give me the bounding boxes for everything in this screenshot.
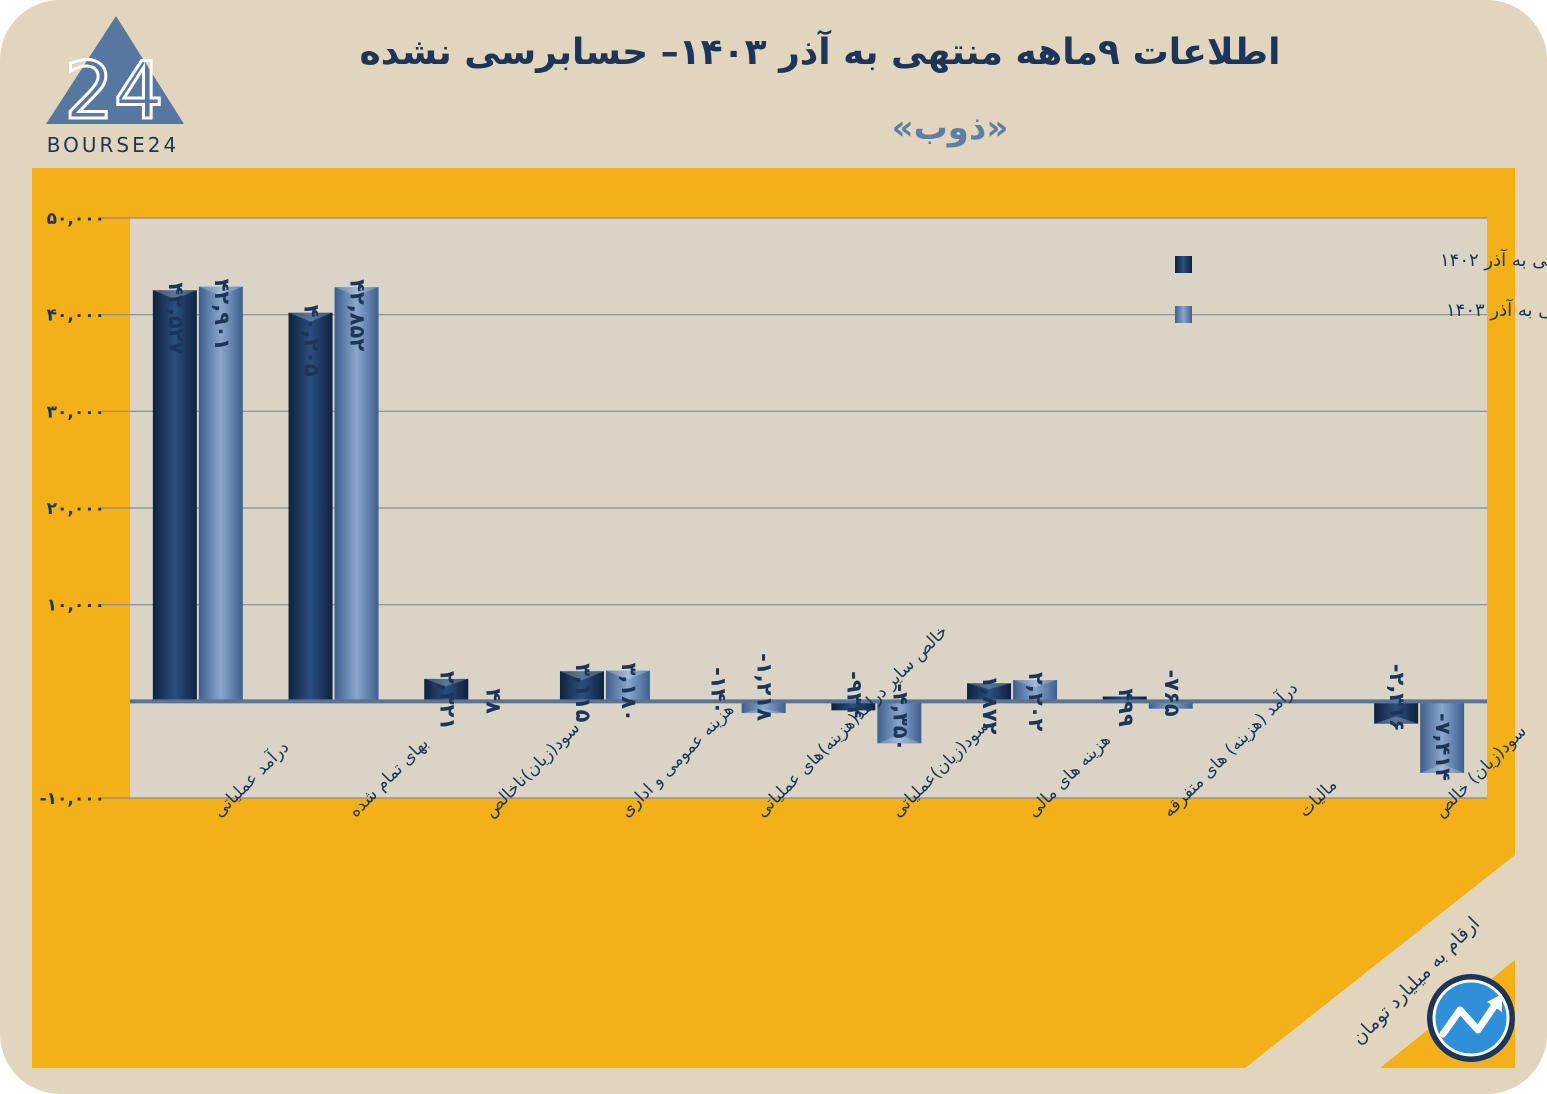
chart-subtitle: «ذوب» — [891, 108, 1009, 148]
corner-band — [1245, 855, 1515, 1068]
bar-bevel-1402 — [1374, 716, 1419, 724]
bar-1402 — [967, 683, 1012, 702]
value-label-1403: ۴۲,۸۵۲ — [346, 279, 370, 351]
bar-1403 — [198, 286, 243, 702]
y-tick-label: ۳۰,۰۰۰ — [47, 402, 105, 422]
legend-label-1402: عملکرد منتهی به آذر ۱۴۰۲ — [1440, 248, 1547, 271]
legend-label-1403: عملکرد منتهی به آذر ۱۴۰۳ — [1446, 298, 1547, 321]
bar-1402 — [1102, 696, 1147, 702]
bar-1403 — [1420, 701, 1465, 774]
bar-1402 — [152, 290, 197, 702]
bar-bevel-1402 — [967, 683, 1012, 690]
bourse24-logo: 24 BOURSE24 — [46, 16, 184, 157]
value-label-1403: -۷,۴۱۴ — [1431, 713, 1455, 781]
value-label-1403: -۷۶۵ — [1160, 670, 1184, 717]
bar-bevel-1403 — [334, 287, 379, 297]
value-label-1403: ۴۲,۹۰۱ — [210, 279, 234, 351]
logo-mark: 24 — [64, 47, 163, 137]
value-label-1402: ۳,۱۱۵ — [571, 663, 595, 722]
legend: عملکرد منتهی به آذر ۱۴۰۲ عملکرد منتهی به… — [1175, 248, 1547, 323]
y-tick-label: ۲۰,۰۰۰ — [47, 499, 105, 519]
value-label-1402: ۴۹۹ — [1114, 688, 1138, 727]
bar-1402 — [288, 312, 333, 702]
bar-bevel-1403 — [877, 734, 922, 744]
bar-1403 — [1148, 701, 1193, 709]
value-label-1402: ۴۲,۵۲۷ — [164, 282, 188, 354]
bar-1403 — [605, 670, 650, 702]
value-labels: ۴۲,۵۲۷ ۴۲,۹۰۱ ۴۰,۲۰۵ ۴۲,۸۵۲ ۲,۳۲۱ ۴۸ ۳,۱۱۵ ۳,۱۸… — [164, 279, 1455, 782]
value-label-1402: -۲,۳۱۶ — [1385, 664, 1409, 732]
legend-swatch-1402 — [1175, 256, 1192, 273]
logo-text: BOURSE24 — [47, 133, 179, 157]
logo-triangle-icon — [46, 16, 184, 124]
bar-1403 — [1013, 680, 1058, 702]
bars — [152, 286, 1465, 774]
bar-1403 — [741, 701, 786, 714]
value-label-1402: -۱۴۰ — [707, 667, 731, 714]
bar-bevel-1403 — [1420, 764, 1465, 774]
value-label-1403: ۲,۲۰۲ — [1024, 672, 1048, 731]
bar-1402 — [424, 678, 469, 702]
y-tick-label: -۱۰,۰۰۰ — [40, 789, 105, 809]
value-label-1403: ۴۸ — [481, 688, 505, 714]
bar-bevel-1403 — [198, 286, 243, 296]
y-tick-label: ۴۰,۰۰۰ — [47, 306, 105, 326]
value-label-1403: -۱,۲۱۸ — [753, 653, 777, 721]
bar-1402 — [1374, 701, 1419, 724]
bar-bevel-1402 — [288, 312, 333, 322]
value-label-1403: -۴,۳۵۰ — [888, 683, 912, 751]
bar-bevel-1403 — [741, 709, 786, 714]
value-label-1403: ۳,۱۸۰ — [617, 663, 641, 722]
bar-1402 — [831, 701, 876, 711]
bar-1402 — [559, 671, 604, 702]
value-label-1402: ۴۰,۲۰۵ — [300, 305, 324, 377]
bar-bevel-1403 — [1013, 680, 1058, 688]
chart-title: اطلاعات ۹ماهه منتهی به آذر ۱۴۰۳– حسابرسی… — [359, 32, 1281, 73]
bar-bevel-1402 — [152, 290, 197, 300]
value-label-1402: ۲,۳۲۱ — [435, 671, 459, 730]
bar-bevel-1402 — [559, 671, 604, 681]
bar-1403 — [334, 287, 379, 702]
y-axis-ticks: -۱۰,۰۰۰ ۱۰,۰۰۰ ۲۰,۰۰۰ ۳۰,۰۰۰ ۴۰,۰۰۰ ۵۰,۰۰۰ — [40, 209, 105, 809]
value-label-1402: -۹۳۴ — [842, 671, 866, 718]
legend-swatch-1403 — [1175, 306, 1192, 323]
bar-bevel-1402 — [424, 678, 469, 687]
bar-bevel-1403 — [605, 670, 650, 680]
value-label-1402: ۱,۸۷۲ — [978, 675, 1002, 734]
y-tick-label: ۱۰,۰۰۰ — [47, 596, 105, 616]
trend-badge-icon — [1427, 974, 1515, 1062]
y-tick-label: ۵۰,۰۰۰ — [47, 209, 105, 229]
bar-1403 — [877, 701, 922, 744]
